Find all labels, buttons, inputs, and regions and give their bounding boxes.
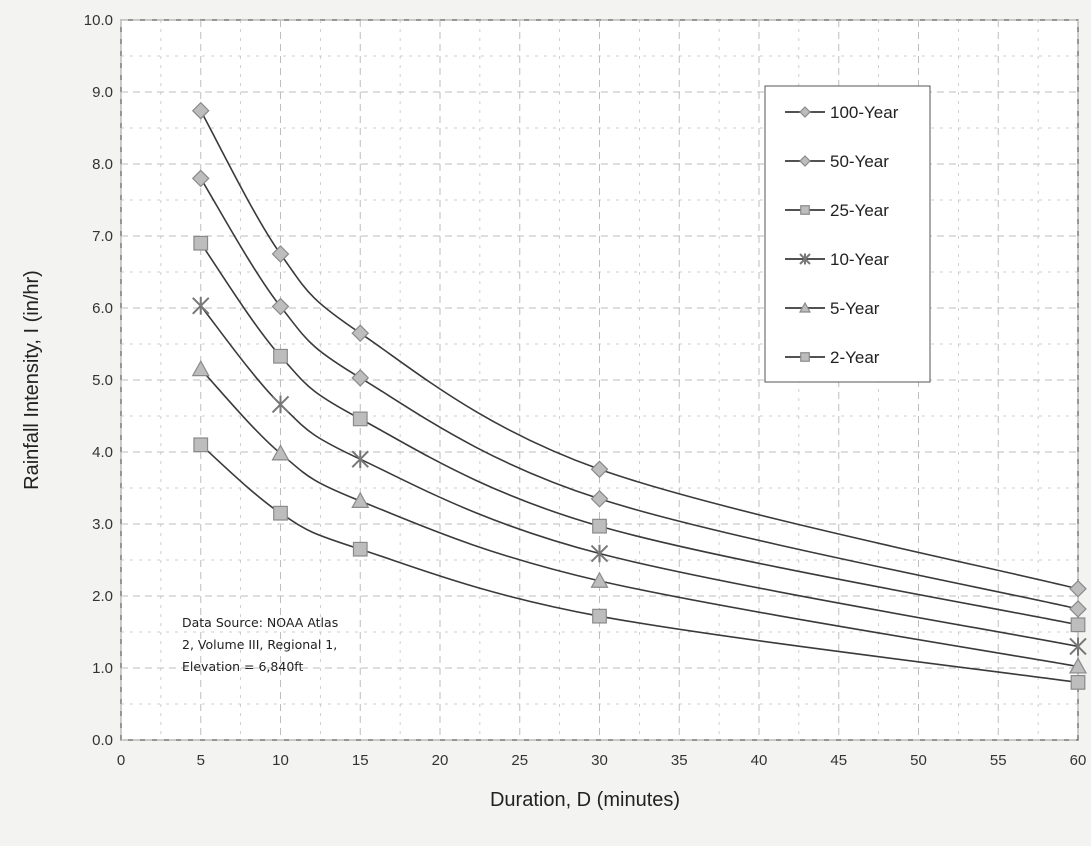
data-point-50-year bbox=[191, 169, 210, 188]
y-tick-label: 4.0 bbox=[92, 444, 113, 461]
x-tick-label: 30 bbox=[591, 752, 608, 769]
data-point-10-year bbox=[271, 395, 290, 414]
legend: 100-Year 50-Year 25-Year 10-Year 5-Year 2-Yea… bbox=[764, 85, 931, 383]
data-point-10-year bbox=[1069, 637, 1087, 656]
y-tick-label: 10.0 bbox=[84, 12, 113, 29]
y-tick-label: 1.0 bbox=[92, 660, 113, 677]
legend-label: 50-Year bbox=[830, 152, 889, 171]
legend-label: 100-Year bbox=[830, 103, 899, 122]
data-point-5-year bbox=[191, 359, 210, 377]
legend-marker-2-year bbox=[800, 352, 810, 362]
legend-marker-5-year bbox=[798, 301, 812, 313]
series-line-100-year bbox=[200, 110, 1079, 590]
series-25-year bbox=[193, 235, 1086, 633]
note-line-3: Elevation = 6,840ft bbox=[182, 659, 303, 674]
legend-label: 2-Year bbox=[830, 348, 880, 367]
tick-labels: 0 5 10 15 20 25 30 35 40 45 50 55 60 0.0 1.0 2.0 3.0 4.0 5… bbox=[84, 12, 1087, 769]
data-point-25-year bbox=[592, 518, 607, 534]
legend-marker-25-year bbox=[800, 205, 810, 215]
series-5-year bbox=[191, 359, 1088, 674]
series-50-year bbox=[191, 169, 1087, 618]
legend-entry-50-year: 50-Year bbox=[785, 152, 889, 171]
series-group bbox=[191, 101, 1088, 690]
legend-label: 10-Year bbox=[830, 250, 889, 269]
y-tick-label: 0.0 bbox=[92, 732, 113, 749]
legend-marker-100-year bbox=[799, 106, 811, 118]
x-axis-title: Duration, D (minutes) bbox=[490, 789, 680, 811]
y-tick-label: 5.0 bbox=[92, 372, 113, 389]
x-tick-label: 20 bbox=[432, 752, 449, 769]
data-point-100-year bbox=[271, 245, 290, 263]
data-point-100-year bbox=[590, 460, 609, 479]
data-point-5-year bbox=[271, 444, 290, 461]
series-2-year bbox=[193, 437, 1086, 690]
x-tick-label: 10 bbox=[272, 752, 289, 769]
data-point-2-year bbox=[193, 437, 209, 453]
x-tick-label: 50 bbox=[910, 752, 927, 769]
series-line-50-year bbox=[200, 177, 1079, 610]
series-10-year bbox=[192, 297, 1087, 656]
y-tick-label: 6.0 bbox=[92, 300, 113, 317]
data-point-50-year bbox=[351, 368, 370, 387]
data-point-100-year bbox=[191, 101, 210, 120]
legend-marker-10-year bbox=[799, 253, 811, 265]
x-tick-label: 60 bbox=[1070, 752, 1087, 769]
x-tick-label: 45 bbox=[830, 752, 847, 769]
legend-entry-5-year: 5-Year bbox=[785, 299, 880, 318]
data-point-2-year bbox=[592, 608, 607, 624]
data-point-25-year bbox=[1070, 617, 1086, 633]
data-point-10-year bbox=[590, 544, 609, 563]
legend-entry-2-year: 2-Year bbox=[785, 348, 880, 367]
note-line-1: Data Source: NOAA Atlas bbox=[182, 615, 338, 630]
y-tick-label: 9.0 bbox=[92, 84, 113, 101]
data-point-10-year bbox=[192, 297, 210, 315]
legend-box bbox=[764, 85, 931, 383]
series-line-5-year bbox=[200, 368, 1079, 668]
y-tick-label: 3.0 bbox=[92, 516, 113, 533]
legend-entry-100-year: 100-Year bbox=[785, 103, 899, 122]
legend-label: 5-Year bbox=[830, 299, 880, 318]
data-point-100-year bbox=[1069, 579, 1087, 598]
x-tick-label: 55 bbox=[990, 752, 1007, 769]
series-line-10-year bbox=[200, 305, 1079, 648]
data-source-note: Data Source: NOAA Atlas 2, Volume III, R… bbox=[182, 615, 338, 674]
data-point-5-year bbox=[1068, 657, 1088, 674]
x-tick-label: 15 bbox=[352, 752, 369, 769]
data-point-50-year bbox=[590, 489, 609, 508]
data-point-25-year bbox=[193, 235, 209, 251]
x-tick-label: 40 bbox=[751, 752, 768, 769]
data-point-25-year bbox=[273, 348, 288, 364]
note-line-2: 2, Volume III, Regional 1, bbox=[182, 637, 337, 652]
x-tick-label: 5 bbox=[197, 752, 205, 769]
series-100-year bbox=[191, 101, 1087, 598]
data-point-50-year bbox=[1069, 600, 1087, 618]
legend-marker-50-year bbox=[799, 155, 811, 167]
data-point-2-year bbox=[273, 505, 288, 521]
data-point-2-year bbox=[1070, 674, 1086, 690]
data-point-5-year bbox=[351, 491, 370, 508]
y-tick-label: 8.0 bbox=[92, 156, 113, 173]
data-point-25-year bbox=[352, 411, 368, 427]
data-point-10-year bbox=[351, 450, 369, 468]
data-point-50-year bbox=[271, 297, 290, 316]
x-tick-label: 25 bbox=[511, 752, 528, 769]
y-tick-label: 7.0 bbox=[92, 228, 113, 245]
y-tick-label: 2.0 bbox=[92, 588, 113, 605]
gridlines bbox=[120, 19, 1079, 741]
legend-entry-10-year: 10-Year bbox=[785, 250, 889, 269]
x-tick-label: 0 bbox=[117, 752, 125, 769]
data-point-100-year bbox=[351, 324, 370, 343]
series-line-25-year bbox=[200, 242, 1079, 626]
data-point-2-year bbox=[352, 541, 368, 557]
x-tick-label: 35 bbox=[671, 752, 688, 769]
legend-label: 25-Year bbox=[830, 201, 889, 220]
y-axis-title: Rainfall Intensity, I (in/hr) bbox=[21, 270, 43, 490]
legend-entry-25-year: 25-Year bbox=[785, 201, 889, 220]
data-point-5-year bbox=[590, 571, 609, 588]
